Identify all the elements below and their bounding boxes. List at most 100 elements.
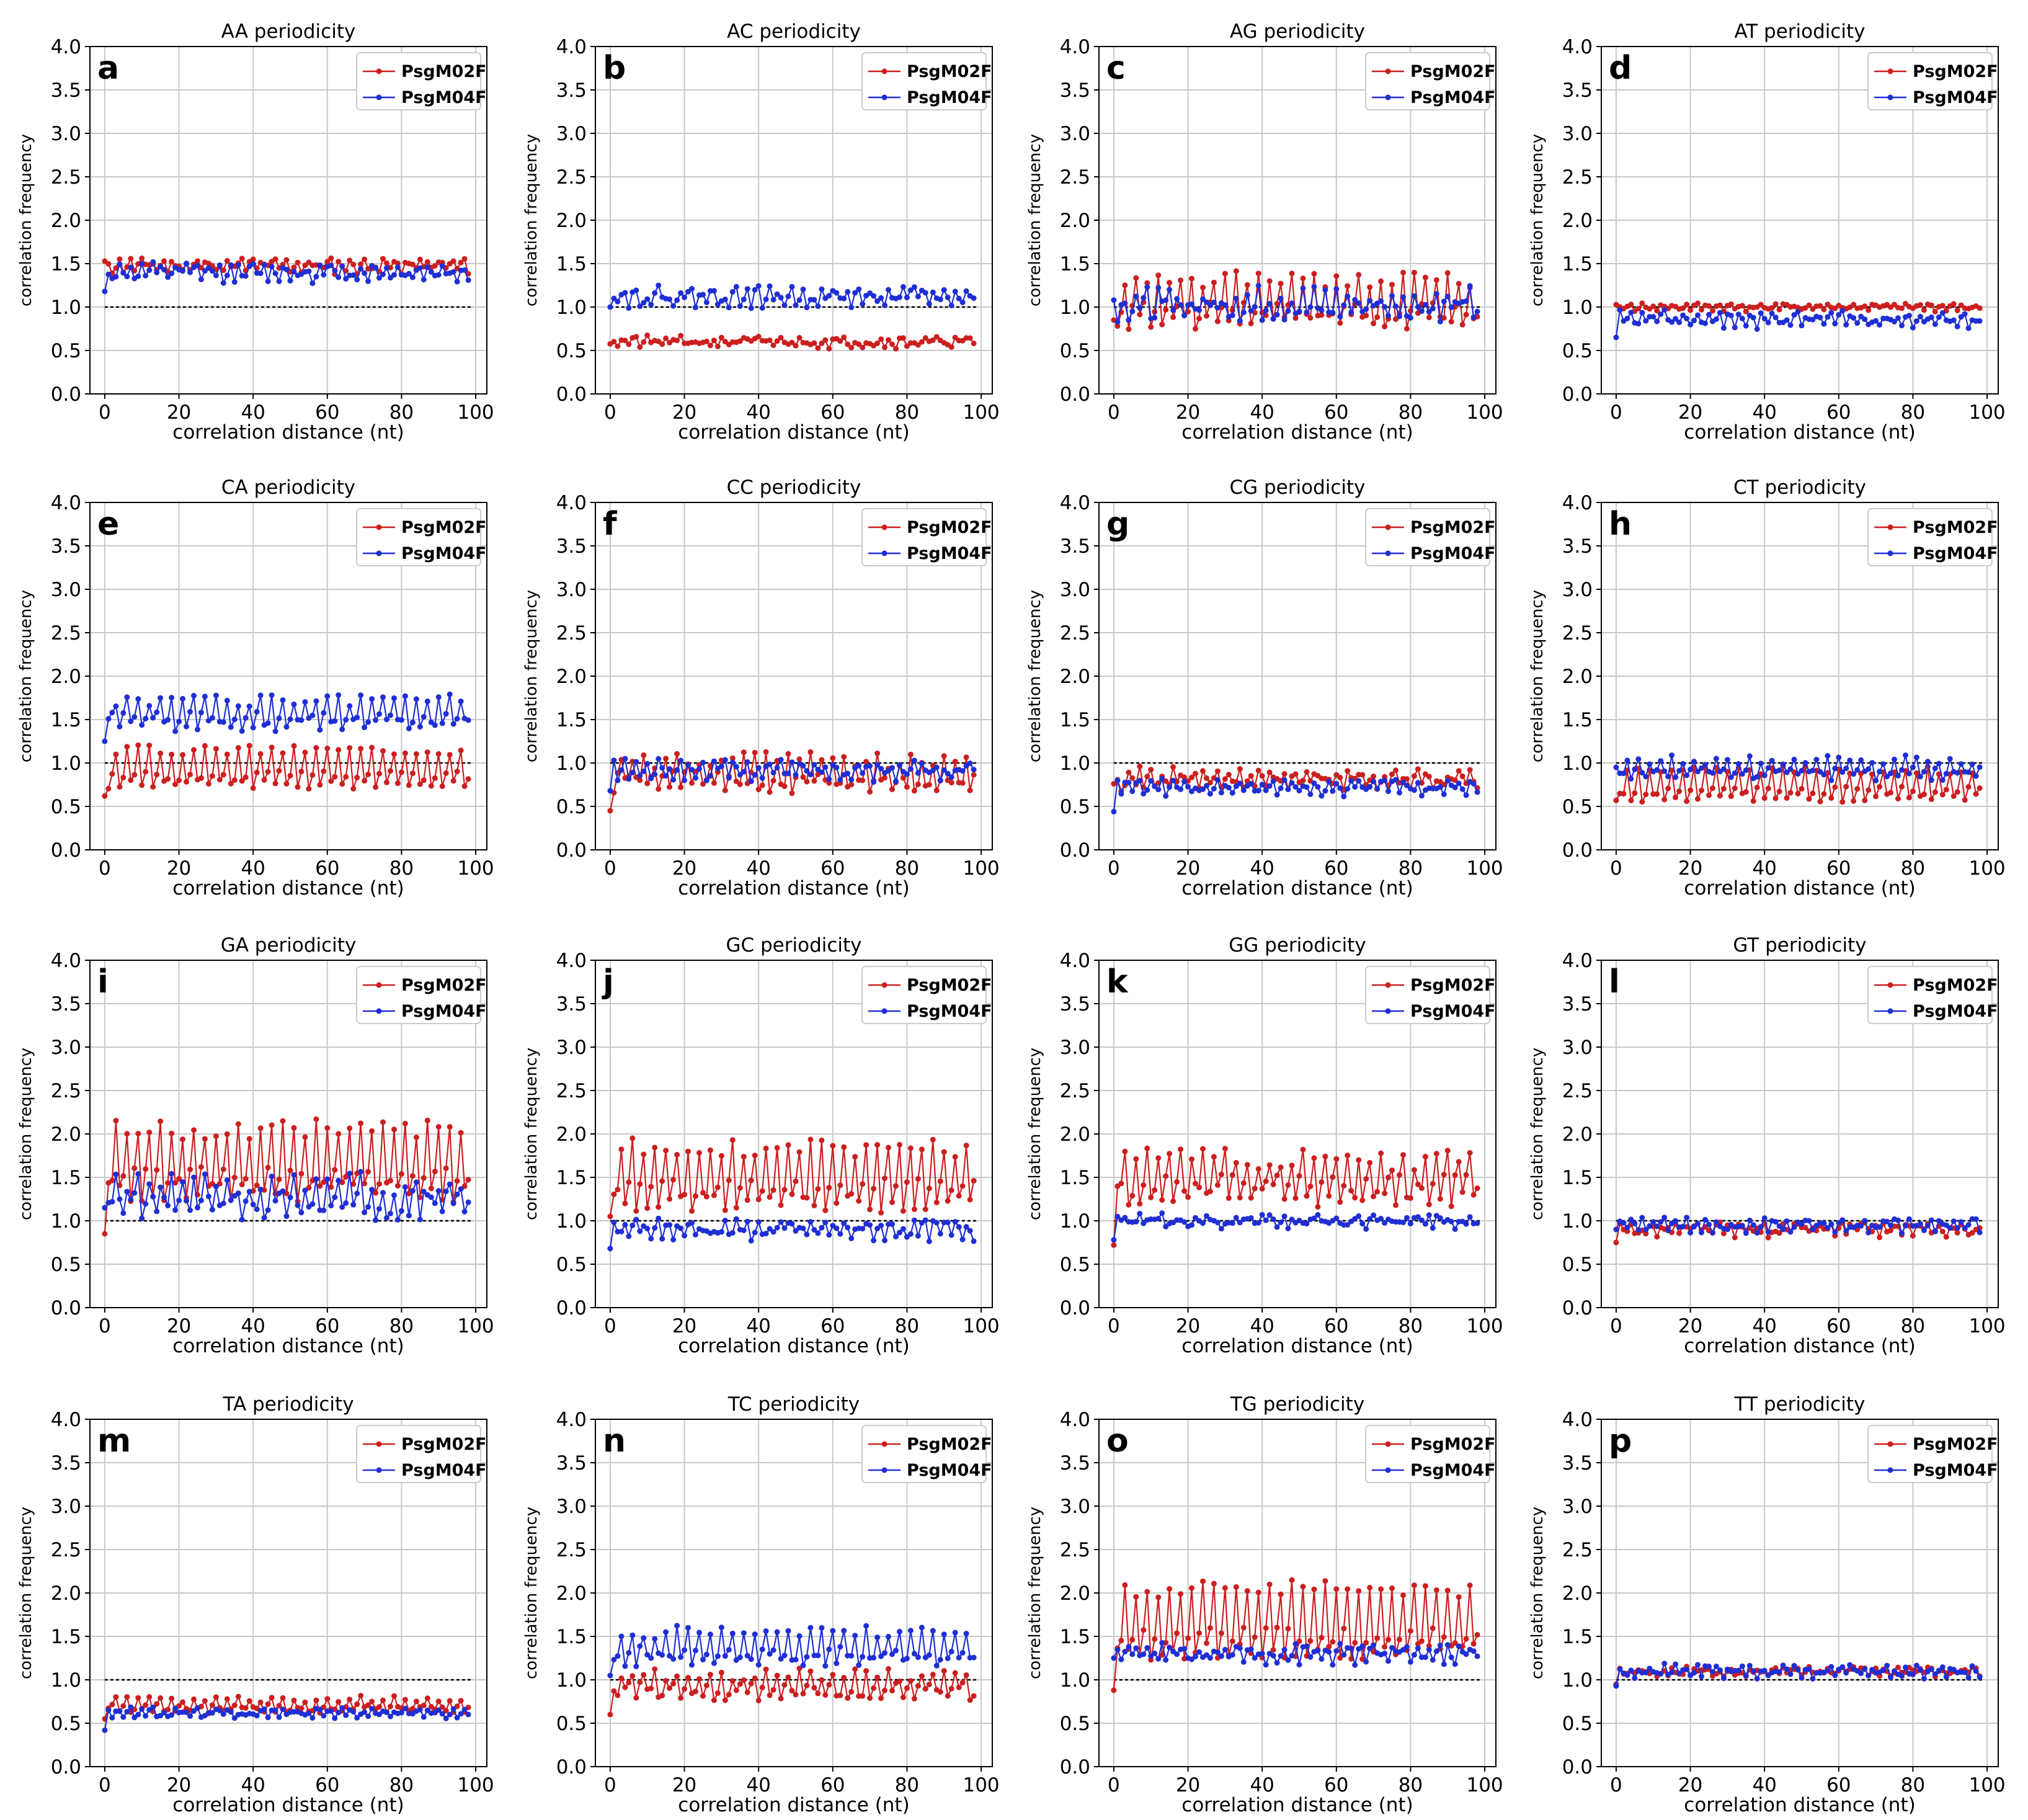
data-point <box>184 723 189 729</box>
data-point <box>1315 1211 1321 1218</box>
data-point <box>781 1682 788 1688</box>
data-point <box>1152 783 1158 790</box>
data-point <box>1259 1211 1265 1218</box>
data-point <box>321 272 327 278</box>
y-tick-label: 4.0 <box>51 492 81 514</box>
data-point <box>306 259 312 265</box>
data-point <box>770 342 776 349</box>
legend-label: PsgM02F <box>401 1435 487 1454</box>
y-tick-label: 3.0 <box>51 579 81 601</box>
data-point <box>165 716 171 723</box>
data-point <box>146 267 153 274</box>
data-point <box>889 765 895 771</box>
panel-title: CG periodicity <box>1229 476 1365 499</box>
legend-marker <box>376 1467 382 1473</box>
x-tick-label: 0 <box>1108 1774 1120 1796</box>
data-point <box>1706 1663 1712 1669</box>
data-point <box>1699 1674 1704 1679</box>
data-point <box>700 759 706 765</box>
data-point <box>131 1165 138 1171</box>
data-point <box>1628 310 1634 316</box>
data-point <box>707 342 713 349</box>
x-tick-label: 60 <box>1826 1315 1851 1337</box>
data-point <box>674 1152 680 1158</box>
data-point <box>626 1680 632 1685</box>
data-point <box>682 1647 688 1653</box>
data-point <box>667 1653 673 1659</box>
data-point <box>287 278 293 284</box>
data-point <box>1691 759 1697 765</box>
data-point <box>1204 775 1209 781</box>
data-point <box>276 768 282 774</box>
data-point <box>365 278 371 284</box>
data-point <box>1240 1659 1247 1665</box>
data-point <box>280 1695 286 1701</box>
data-point <box>941 287 947 293</box>
data-point <box>1717 310 1723 316</box>
data-point <box>744 1689 750 1695</box>
data-point <box>800 287 806 292</box>
data-point <box>1418 1217 1425 1223</box>
data-point <box>1684 316 1690 321</box>
data-point <box>611 295 617 301</box>
data-point <box>1326 778 1332 785</box>
data-point <box>362 1709 368 1715</box>
data-point <box>952 1154 958 1160</box>
data-point <box>1240 787 1247 793</box>
data-point <box>332 1167 338 1173</box>
data-point <box>1895 1217 1901 1223</box>
data-point <box>1222 1585 1228 1591</box>
data-point <box>1613 1239 1619 1246</box>
data-point <box>324 1125 331 1131</box>
x-tick-label: 60 <box>821 401 845 424</box>
data-point <box>1266 1212 1273 1218</box>
data-point <box>1899 323 1905 329</box>
data-point <box>626 1650 632 1656</box>
legend-marker <box>1887 1441 1893 1447</box>
data-point <box>120 1714 127 1720</box>
data-point <box>837 1692 843 1698</box>
data-point <box>941 753 947 759</box>
data-point <box>674 297 680 303</box>
data-point <box>807 1136 814 1143</box>
data-point <box>1936 1667 1942 1674</box>
data-point <box>1155 1594 1162 1600</box>
data-point <box>1333 1586 1340 1592</box>
data-point <box>354 1190 360 1197</box>
data-point <box>882 344 887 350</box>
data-point <box>1214 318 1221 324</box>
data-point <box>933 1200 940 1205</box>
data-point <box>1888 1674 1893 1680</box>
data-point <box>184 778 189 785</box>
data-point <box>674 751 680 757</box>
x-tick-label: 20 <box>1176 857 1200 880</box>
panel-title: AC periodicity <box>727 20 861 43</box>
data-point <box>302 1134 308 1140</box>
data-point <box>124 694 130 700</box>
data-point <box>1371 321 1377 326</box>
data-point <box>1415 304 1421 310</box>
data-point <box>424 259 430 265</box>
data-point <box>922 335 928 341</box>
data-point <box>674 337 680 344</box>
y-tick-label: 3.0 <box>1562 1037 1593 1059</box>
data-point <box>1330 1174 1336 1180</box>
data-point <box>406 1213 412 1219</box>
data-point <box>1688 321 1694 328</box>
data-point <box>1866 1672 1872 1679</box>
data-point <box>231 716 238 723</box>
data-point <box>1665 774 1671 780</box>
data-point <box>860 1654 866 1660</box>
data-point <box>328 1184 334 1190</box>
data-point <box>1333 1215 1340 1221</box>
data-point <box>169 1130 175 1136</box>
y-tick-label: 0.0 <box>1562 1756 1593 1778</box>
data-point <box>622 290 628 296</box>
panel-title: CA periodicity <box>221 476 355 499</box>
data-point <box>826 293 832 299</box>
data-point <box>911 788 917 794</box>
data-point <box>1658 1219 1664 1225</box>
data-point <box>1289 1216 1295 1223</box>
data-point <box>1274 311 1280 318</box>
data-point <box>707 1147 713 1153</box>
